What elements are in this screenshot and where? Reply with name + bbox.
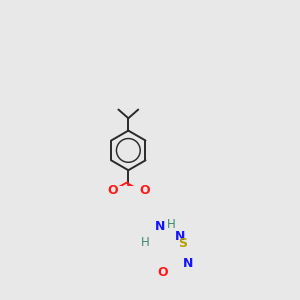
Text: N: N xyxy=(155,220,166,233)
Text: N: N xyxy=(183,257,194,270)
Text: H: H xyxy=(141,236,149,249)
Text: O: O xyxy=(157,266,168,279)
Text: O: O xyxy=(107,184,118,197)
Text: S: S xyxy=(178,237,188,250)
Text: H: H xyxy=(167,218,176,231)
Text: N: N xyxy=(175,230,185,243)
Text: O: O xyxy=(139,184,150,197)
